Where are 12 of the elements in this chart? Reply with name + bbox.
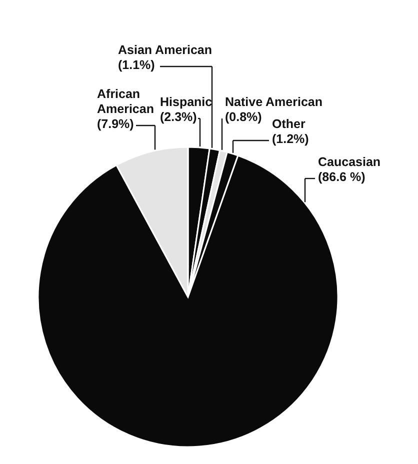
slice-label: Native American (225, 95, 322, 109)
data-label: (2.3%) (160, 110, 197, 124)
data-label: (86.6 %) (318, 170, 366, 184)
data-label: (1.1%) (118, 58, 155, 72)
slice-label: Hispanic (160, 95, 212, 109)
slice-label: African American (97, 87, 154, 116)
data-label: (0.8%) (225, 110, 262, 124)
slice-label: Caucasian (318, 155, 381, 169)
data-label: (7.9%) (97, 117, 134, 131)
slice-label: Asian American (118, 43, 212, 57)
slice-label: Other (272, 117, 306, 131)
data-label: (1.2%) (272, 132, 309, 146)
